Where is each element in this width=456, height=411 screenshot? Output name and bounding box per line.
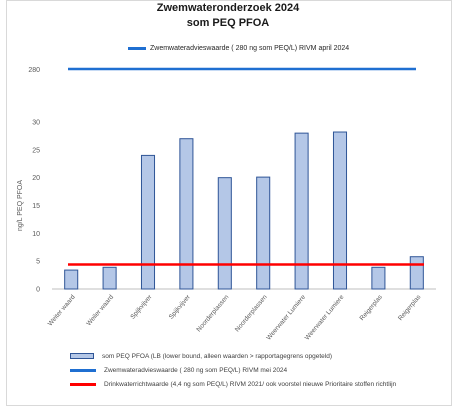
x-tick-label: Weerwater Lumiere bbox=[265, 294, 307, 342]
top-legend-label: Zwemwateradvieswaarde ( 280 ng som PEQ/L… bbox=[150, 45, 350, 52]
x-tick-label: Spijkvijver bbox=[168, 293, 193, 321]
legend-item-swim-advice: Zwemwateradvieswaarde ( 280 ng som PEQ/L… bbox=[70, 364, 287, 376]
bar bbox=[332, 131, 348, 290]
y-tick-label: 0 bbox=[36, 287, 40, 294]
bar bbox=[256, 176, 271, 290]
x-tick-label: Noorderplassen bbox=[195, 293, 230, 333]
x-tick-label: Weiter waard bbox=[47, 293, 77, 327]
chart-subtitle: som PEQ PFOA bbox=[186, 17, 270, 29]
bar bbox=[217, 177, 232, 290]
bar bbox=[371, 266, 386, 290]
legend-label-bars: som PEQ PFOA (LB (lower bound, alleen wa… bbox=[102, 352, 332, 360]
bar bbox=[140, 154, 156, 290]
x-tick-label: Noorderplassen bbox=[234, 293, 269, 333]
x-tick-label: Reigerplas bbox=[359, 293, 385, 322]
y-tick-label: 25 bbox=[32, 147, 40, 154]
y-axis-title: ng/L PEQ PFOA bbox=[17, 180, 24, 231]
legend-item-drinkwater: Drinkwaterrichtwaarde (4,4 ng som PEQ/L)… bbox=[70, 378, 396, 390]
bar bbox=[102, 266, 117, 290]
legend-swatch-swim-advice bbox=[70, 368, 96, 372]
legend-label-swim-advice: Zwemwateradvieswaarde ( 280 ng som PEQ/L… bbox=[104, 366, 288, 374]
y-tick-label: 30 bbox=[32, 120, 40, 127]
chart-title: Zwemwateronderzoek 2024 bbox=[156, 2, 300, 14]
y-tick-label-upper: 280 bbox=[28, 67, 40, 74]
legend-item-bars: som PEQ PFOA (LB (lower bound, alleen wa… bbox=[70, 350, 332, 362]
bar bbox=[64, 269, 79, 290]
x-tick-label: Weiler waard bbox=[85, 293, 115, 327]
bar bbox=[179, 138, 194, 290]
top-legend-swatch bbox=[128, 47, 146, 50]
y-tick-label: 20 bbox=[32, 175, 40, 182]
y-tick-label: 10 bbox=[32, 231, 40, 238]
x-tick-label: Spijkvijver bbox=[129, 293, 154, 321]
x-tick-label: Reigerplas bbox=[397, 293, 423, 322]
legend-label-drinkwater: Drinkwaterrichtwaarde (4,4 ng som PEQ/L)… bbox=[104, 380, 397, 388]
bar bbox=[409, 256, 424, 290]
legend-swatch-drinkwater bbox=[70, 382, 96, 386]
y-tick-label: 15 bbox=[32, 203, 40, 210]
bar bbox=[294, 132, 309, 290]
top-legend: Zwemwateradvieswaarde ( 280 ng som PEQ/L… bbox=[128, 45, 349, 52]
legend-swatch-bars bbox=[70, 353, 94, 359]
x-tick-label: Weerwater Lumiere bbox=[304, 294, 346, 342]
y-tick-label: 5 bbox=[36, 259, 40, 266]
